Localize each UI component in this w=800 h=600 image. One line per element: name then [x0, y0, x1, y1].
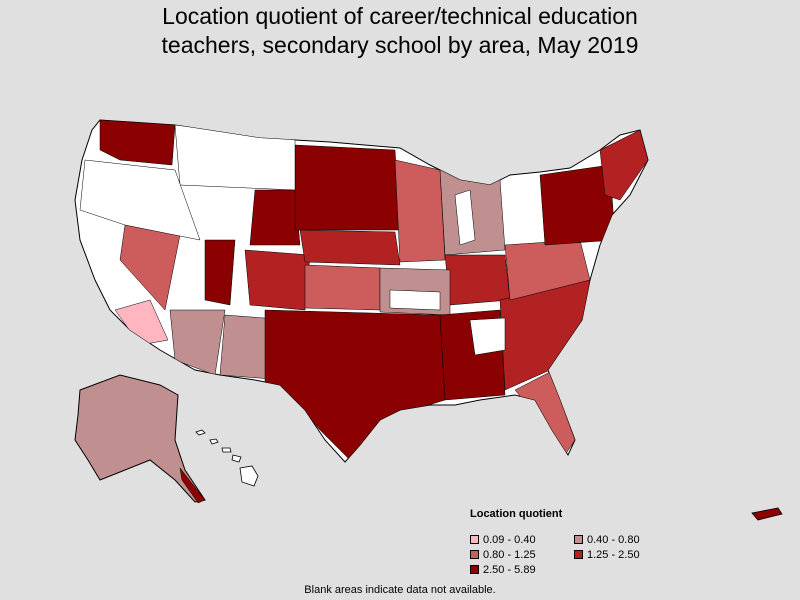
legend-item: 0.80 - 1.25 — [470, 548, 574, 561]
alaska — [74, 374, 206, 503]
region-oregon-idaho-nodata — [79, 159, 201, 241]
map-regions — [79, 120, 648, 461]
hawaii — [195, 429, 259, 487]
region-kentucky-nodata — [389, 289, 441, 311]
legend-label: 2.50 - 5.89 — [483, 563, 536, 576]
legend-title: Location quotient — [470, 508, 563, 520]
legend-label: 0.09 - 0.40 — [483, 533, 536, 546]
legend-swatch — [574, 535, 583, 544]
legend-swatch — [574, 550, 583, 559]
legend: Location quotient 0.09 - 0.40 0.40 - 0.8… — [470, 508, 680, 576]
region-montana-nodata — [174, 124, 296, 191]
legend-label: 0.80 - 1.25 — [483, 548, 536, 561]
legend-swatch — [470, 565, 479, 574]
region-minnesota-iowa — [394, 159, 446, 263]
map-title: Location quotient of career/technical ed… — [0, 2, 800, 60]
region-tn-nodata — [469, 317, 506, 356]
title-line-1: Location quotient of career/technical ed… — [162, 3, 638, 29]
legend-item: 0.40 - 0.80 — [574, 533, 678, 546]
legend-swatch — [470, 535, 479, 544]
legend-grid: 0.09 - 0.40 0.40 - 0.80 0.80 - 1.25 1.25… — [470, 533, 680, 576]
legend-swatch — [470, 550, 479, 559]
legend-item: 1.25 - 2.50 — [574, 548, 678, 561]
puerto-rico — [751, 507, 783, 521]
legend-item: 2.50 - 5.89 — [470, 563, 574, 576]
region-kansas — [304, 264, 381, 311]
title-line-2: teachers, secondary school by area, May … — [161, 32, 639, 58]
region-utah — [204, 239, 236, 306]
legend-label: 1.25 - 2.50 — [587, 548, 640, 561]
region-nebraska — [299, 229, 401, 266]
region-great-lakes-nodata — [454, 189, 476, 246]
region-dakotas — [294, 144, 401, 231]
region-colorado — [244, 249, 311, 311]
region-wyoming — [249, 189, 301, 246]
footnote: Blank areas indicate data not available. — [304, 584, 496, 596]
region-illinois-indiana — [444, 254, 511, 306]
legend-label: 0.40 - 0.80 — [587, 533, 640, 546]
alaska-southeast — [179, 467, 206, 504]
region-arizona — [169, 309, 226, 376]
region-new-england — [599, 129, 648, 201]
region-texas-oklahoma — [264, 309, 446, 461]
legend-item: 0.09 - 0.40 — [470, 533, 574, 546]
